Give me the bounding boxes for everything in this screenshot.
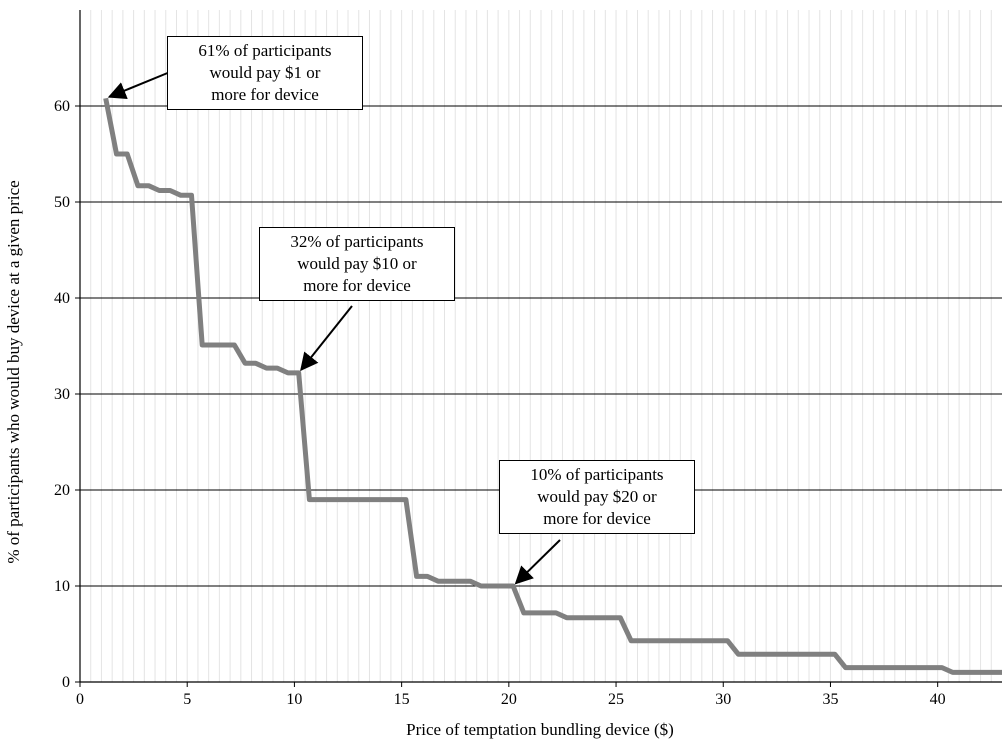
annotation-2-line-2: would pay $10 or (297, 254, 417, 273)
annotation-callout-2: 32% of participants would pay $10 or mor… (259, 227, 455, 301)
x-tick-label: 5 (183, 691, 191, 708)
annotation-arrow-1 (107, 71, 171, 99)
annotation-3-line-3: more for device (543, 509, 651, 528)
x-tick-label: 0 (76, 691, 84, 708)
annotation-1-line-3: more for device (211, 85, 319, 104)
y-tick-label: 0 (62, 674, 70, 691)
annotation-arrow-2 (300, 305, 353, 372)
y-tick-label: 40 (54, 290, 70, 307)
y-tick-label: 20 (54, 482, 70, 499)
tick-labels: 0 5 10 15 20 25 30 35 40 0 10 20 30 40 50 60 (54, 98, 946, 708)
annotation-callout-3: 10% of participants would pay $20 or mor… (499, 460, 695, 534)
annotation-3-line-2: would pay $20 or (537, 487, 657, 506)
series-line-1 (103, 97, 1002, 675)
annotation-arrow-3 (514, 539, 561, 585)
y-axis-label: % of participants who would buy device a… (4, 180, 23, 564)
annotation-2-line-3: more for device (303, 276, 411, 295)
x-tick-label: 20 (501, 691, 517, 708)
annotation-1-line-1: 61% of participants (198, 41, 332, 60)
annotation-2-line-1: 32% of participants (290, 232, 424, 251)
annotation-callout-1: 61% of participants would pay $1 or more… (167, 36, 363, 110)
x-tick-label: 25 (608, 691, 624, 708)
annotation-arrows (107, 71, 561, 585)
x-tick-label: 10 (286, 691, 302, 708)
annotation-1-line-2: would pay $1 or (209, 63, 321, 82)
y-tick-label: 10 (54, 578, 70, 595)
x-tick-label: 15 (394, 691, 410, 708)
x-tick-label: 30 (715, 691, 731, 708)
series-layer (103, 97, 1002, 675)
y-tick-label: 50 (54, 194, 70, 211)
x-tick-label: 35 (822, 691, 838, 708)
y-tick-label: 30 (54, 386, 70, 403)
axes (79, 10, 1002, 683)
annotation-3-line-1: 10% of participants (530, 465, 664, 484)
x-axis-label: Price of temptation bundling device ($) (406, 720, 674, 739)
x-tick-label: 40 (930, 691, 946, 708)
y-tick-label: 60 (54, 98, 70, 115)
